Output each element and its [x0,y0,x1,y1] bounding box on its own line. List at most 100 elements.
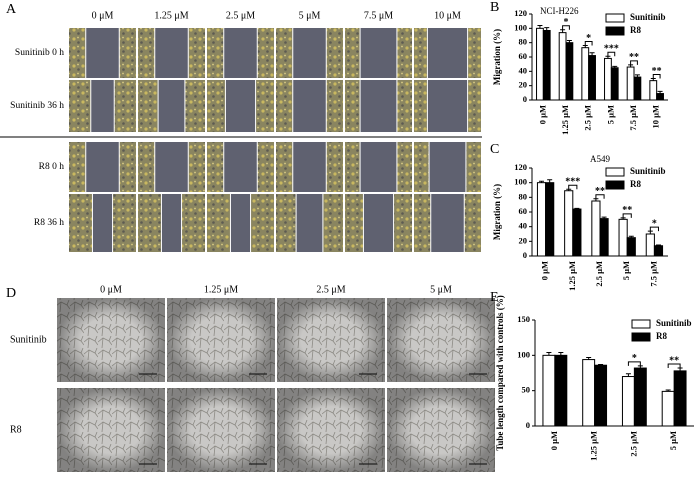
row-label: R8 [10,424,22,435]
error-bar [558,352,564,356]
legend-swatch [631,319,651,329]
x-tick-label: 1.25 μM [567,261,577,291]
x-tick-label: 0 μM [540,261,550,280]
y-tick-label: 50 [522,385,531,395]
bar [661,390,675,427]
wound-gap [154,142,189,192]
bar [545,182,555,257]
y-tick-label: 40 [519,65,528,75]
row-label: R8 36 h [34,218,64,228]
chart-title: NCI-H226 [540,6,579,16]
wound-gap [158,80,185,132]
error-bar [539,180,545,183]
x-tick-label: 5 μM [668,431,678,450]
x-tick-label: 2.5 μM [628,431,638,457]
bar [633,367,647,427]
x-tick-label: 0 μM [537,105,547,124]
significance-bracket [622,213,632,218]
wound-gap [429,142,466,192]
bar [645,233,655,257]
wound-gap [360,80,397,132]
y-tick-label: 0 [526,420,530,430]
significance-bracket [649,226,659,232]
y-tick-label: 120 [514,162,527,172]
bar [604,57,612,101]
vignette [57,388,165,472]
vignette [277,298,385,382]
significance-bracket [584,41,593,46]
error-bar [560,29,566,33]
bar [610,67,619,101]
legend-label: Sunitinib [630,12,666,22]
wound-gap [296,194,323,252]
column-label: 5 μM [430,284,452,295]
row-label: Sunitinib [10,334,47,345]
panel-label: D [6,286,16,301]
bar [633,76,642,101]
wound-gap [292,28,327,78]
column-label: 10 μM [434,10,461,21]
y-tick-label: 120 [514,8,527,18]
wound-gap [363,194,394,252]
y-tick-label: 20 [519,235,528,245]
error-bar [566,188,572,191]
error-bar [628,235,634,238]
wound-gap [360,28,397,78]
y-tick-label: 0 [523,250,527,260]
y-tick-label: 0 [523,94,527,104]
x-tick-label: 10 μM [651,105,661,128]
panel-d: D 0 μM 1.25 μM 2.5 μM 5 μM Sunitinib R8 [6,284,495,472]
y-tick-label: 40 [519,221,528,231]
significance-bracket [630,60,638,65]
wound-gap [223,142,258,192]
vignette [167,388,275,472]
significance: ** [669,355,679,366]
x-tick-label: 5 μM [605,105,615,124]
significance-bracket [568,184,578,190]
vignette [277,388,385,472]
y-tick-label: 100 [514,177,527,187]
wound-gap [161,194,182,252]
bar [673,370,687,427]
column-label: 0 μM [100,284,122,295]
wound-gap [360,142,397,192]
error-bar [586,356,592,360]
error-bar [625,373,631,377]
significance: * [652,218,657,229]
bar [626,66,635,101]
panel-label: A [6,2,17,17]
bar [594,364,608,427]
legend-swatch [605,167,625,177]
error-bar [566,40,572,43]
panel-label: C [490,142,499,157]
wound-gap [427,80,468,132]
bar [649,80,658,101]
error-bar [612,65,618,68]
row-label: Sunitinib 0 h [15,48,64,58]
y-axis-label: Migration (%) [492,29,502,85]
error-bar [544,27,550,31]
column-label: 1.25 μM [204,284,238,295]
y-axis-label: Tube length compared with controls (%) [495,295,505,451]
bar [588,55,596,101]
row-label: R8 0 h [39,162,65,172]
error-bar [547,179,553,183]
bar [653,245,664,257]
column-label: 2.5 μM [226,10,255,21]
y-tick-label: 80 [519,191,528,201]
bar [621,376,635,427]
legend-label: Sunitinib [630,166,666,176]
wound-gap [430,194,465,252]
legend-swatch [605,26,625,36]
vignette [387,388,495,472]
panel-label: E [490,290,499,305]
significance: ** [595,186,605,197]
y-axis-label: Migration (%) [492,184,502,240]
wound-gap [225,80,256,132]
y-tick-label: 60 [519,206,528,216]
bar [572,208,582,257]
bar [599,218,609,257]
bar [626,237,636,257]
y-tick-label: 60 [519,51,528,61]
